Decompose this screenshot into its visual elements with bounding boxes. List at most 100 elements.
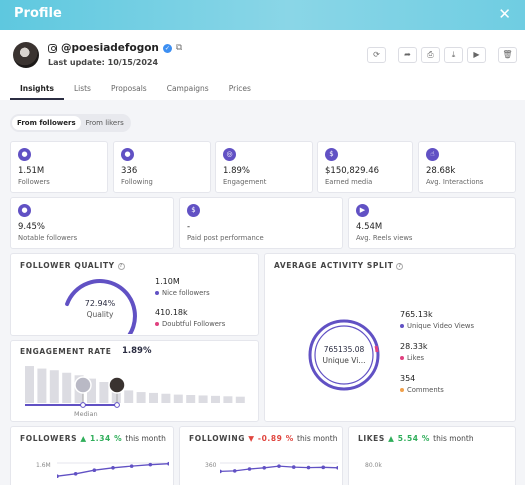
stat-card-reels-views: ▶ 4.54M Avg. Reels views xyxy=(348,197,516,249)
play-icon[interactable]: ▶ xyxy=(467,47,486,63)
profile-handle[interactable]: @poesiadefogon xyxy=(61,42,159,54)
engagement-rate-title: ENGAGEMENT RATE xyxy=(20,347,112,356)
likes-trend-card: LIKES ▲ 5.54 % this month 80.0k xyxy=(348,426,516,485)
tab-prices[interactable]: Prices xyxy=(228,84,251,93)
user-icon: ● xyxy=(18,204,31,217)
close-icon[interactable]: ✕ xyxy=(498,5,511,23)
share-icon[interactable]: ➦ xyxy=(398,47,417,63)
following-trend-card: FOLLOWING ▼ -0.89 % this month 360 xyxy=(179,426,343,485)
likes-axis-label: 80.0k xyxy=(365,462,382,469)
engagement-rate-card: ENGAGEMENT RATE 1.89% Median xyxy=(10,340,259,422)
marker-dot xyxy=(80,402,86,408)
histogram-bar xyxy=(161,393,171,403)
profile-marker xyxy=(108,376,126,394)
trend-point xyxy=(306,465,311,470)
follower-quality-title: FOLLOWER QUALITY? xyxy=(20,261,125,270)
last-update: Last update: 10/15/2024 xyxy=(48,58,159,67)
tab-bar: Insights Lists Proposals Campaigns Price… xyxy=(10,78,261,100)
stat-value: 336 xyxy=(121,166,138,176)
profile-header: @poesiadefogon ✓ ⧉ Last update: 10/15/20… xyxy=(0,30,525,100)
stat-card-paid-post: $ - Paid post performance xyxy=(179,197,343,249)
stat-label: Earned media xyxy=(325,178,373,186)
trend-point xyxy=(232,469,237,473)
delete-icon[interactable]: 🗑 xyxy=(498,47,517,63)
print-icon[interactable]: ⎙ xyxy=(421,47,440,63)
trend-point xyxy=(291,465,296,469)
doubtful-followers-label: Doubtful Followers xyxy=(155,320,225,328)
trend-point xyxy=(247,467,252,471)
trend-point xyxy=(148,462,153,467)
followers-axis-label: 1.6M xyxy=(36,462,51,469)
trend-point xyxy=(73,472,78,476)
histogram-bar xyxy=(25,366,34,403)
trend-point xyxy=(167,461,169,466)
likes-value: 28.33k xyxy=(400,342,428,351)
hand-icon: ☝ xyxy=(426,148,439,161)
dollar-icon: $ xyxy=(187,204,200,217)
dollar-icon: $ xyxy=(325,148,338,161)
toggle-from-likers[interactable]: From likers xyxy=(85,119,124,127)
engagement-rate-value: 1.89% xyxy=(122,346,152,356)
refresh-icon[interactable]: ⟳ xyxy=(367,47,386,63)
stat-card-earned-media: $ $150,829.46 Earned media xyxy=(317,141,413,193)
tab-lists[interactable]: Lists xyxy=(73,84,91,93)
histogram-bar xyxy=(149,392,158,403)
histogram-bar xyxy=(198,395,208,403)
histogram-bar xyxy=(235,396,245,403)
tab-proposals[interactable]: Proposals xyxy=(110,84,147,93)
activity-split-card: AVERAGE ACTIVITY SPLIT? 765135.08 Unique… xyxy=(264,253,516,422)
trend-point xyxy=(262,466,267,470)
activity-split-title: AVERAGE ACTIVITY SPLIT? xyxy=(274,261,404,270)
external-link-icon[interactable]: ⧉ xyxy=(175,43,183,53)
stat-value: 1.51M xyxy=(18,166,45,176)
stat-card-engagement: ◎ 1.89% Engagement xyxy=(215,141,313,193)
marker-dot xyxy=(114,402,120,408)
trend-point xyxy=(92,468,97,472)
histogram-bar xyxy=(37,368,47,403)
stat-label: Avg. Interactions xyxy=(426,178,484,186)
stat-label: Engagement xyxy=(223,178,267,186)
info-icon[interactable]: ? xyxy=(117,262,125,270)
audience-toggle: From followers From likers xyxy=(10,114,131,132)
stat-value: 9.45% xyxy=(18,222,46,232)
histogram-bar xyxy=(99,382,109,403)
tab-insights[interactable]: Insights xyxy=(10,78,64,100)
median-marker xyxy=(74,376,92,394)
user-icon: ● xyxy=(18,148,31,161)
following-trend-title: FOLLOWING ▼ -0.89 % this month xyxy=(189,434,338,443)
window-title: Profile xyxy=(14,6,62,21)
stat-label: Followers xyxy=(18,178,50,186)
user-icon: ● xyxy=(121,148,134,161)
median-label: Median xyxy=(74,410,98,418)
stat-value: 4.54M xyxy=(356,222,383,232)
quality-percent: 72.94% xyxy=(84,299,116,308)
stat-card-notable-followers: ● 9.45% Notable followers xyxy=(10,197,174,249)
handle-row: @poesiadefogon ✓ ⧉ xyxy=(48,42,182,54)
avatar[interactable] xyxy=(13,42,39,68)
following-trend-line xyxy=(220,462,338,474)
toggle-from-followers[interactable]: From followers xyxy=(12,116,81,130)
trend-point xyxy=(321,465,326,470)
histogram-bar xyxy=(111,387,121,403)
likes-trend-title: LIKES ▲ 5.54 % this month xyxy=(358,434,474,443)
gauge-nice-arc xyxy=(65,279,137,334)
histogram-bar xyxy=(62,372,72,403)
histogram-bar xyxy=(223,396,233,403)
likes-label: Likes xyxy=(400,354,424,362)
info-icon[interactable]: ? xyxy=(396,262,404,270)
histogram-bar xyxy=(124,390,134,403)
quality-label: Quality xyxy=(86,310,114,319)
activity-donut xyxy=(308,319,380,391)
histogram-bar xyxy=(49,370,59,403)
doubtful-followers-value: 410.18k xyxy=(155,308,188,317)
target-icon: ◎ xyxy=(223,148,236,161)
histogram-bar xyxy=(211,395,220,403)
tab-campaigns[interactable]: Campaigns xyxy=(166,84,209,93)
download-icon[interactable]: ⤓ xyxy=(444,47,463,63)
nice-followers-value: 1.10M xyxy=(155,277,180,286)
stat-label: Following xyxy=(121,178,153,186)
toolbar: ⟳ ➦ ⎙ ⤓ ▶ 🗑 xyxy=(367,47,517,63)
play-icon: ▶ xyxy=(356,204,369,217)
stat-card-avg-interactions: ☝ 28.68k Avg. Interactions xyxy=(418,141,516,193)
histogram-bar xyxy=(173,394,183,403)
